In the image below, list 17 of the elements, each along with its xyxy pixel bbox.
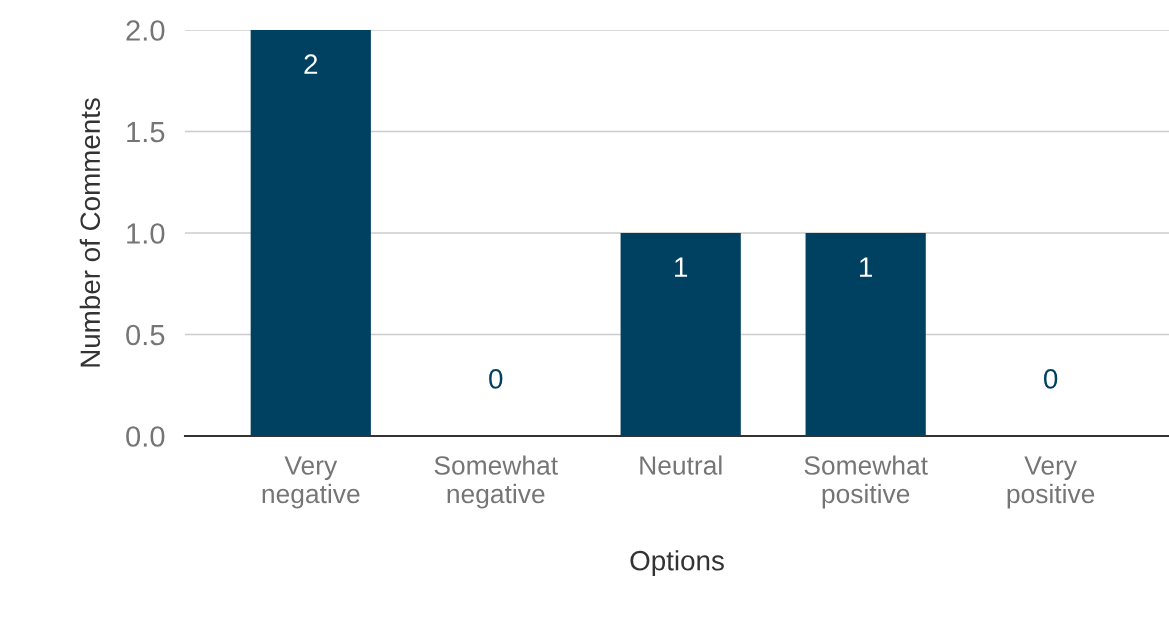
- x-tick-label: Somewhat negative: [434, 455, 558, 509]
- y-axis-title: Number of Comments: [79, 98, 101, 367]
- data-label: 1: [860, 257, 873, 277]
- x-tick-label: Very negative: [262, 456, 360, 509]
- y-tick-label: 2.0: [126, 20, 165, 41]
- data-label: 2: [304, 54, 318, 74]
- data-label: 0: [1043, 368, 1058, 389]
- x-tick-label: Very positive: [1007, 456, 1095, 509]
- x-axis-title: Options: [630, 550, 724, 577]
- y-tick-label: 1.5: [127, 122, 165, 143]
- y-tick-label: 0.5: [126, 324, 165, 346]
- y-tick-label: 1.0: [127, 223, 165, 244]
- data-label: 0: [489, 368, 503, 389]
- x-tick-label: Neutral: [640, 455, 722, 475]
- x-tick-label: Somewhat positive: [804, 455, 928, 509]
- data-label: 1: [675, 257, 688, 277]
- y-tick-label: 0.0: [126, 426, 165, 447]
